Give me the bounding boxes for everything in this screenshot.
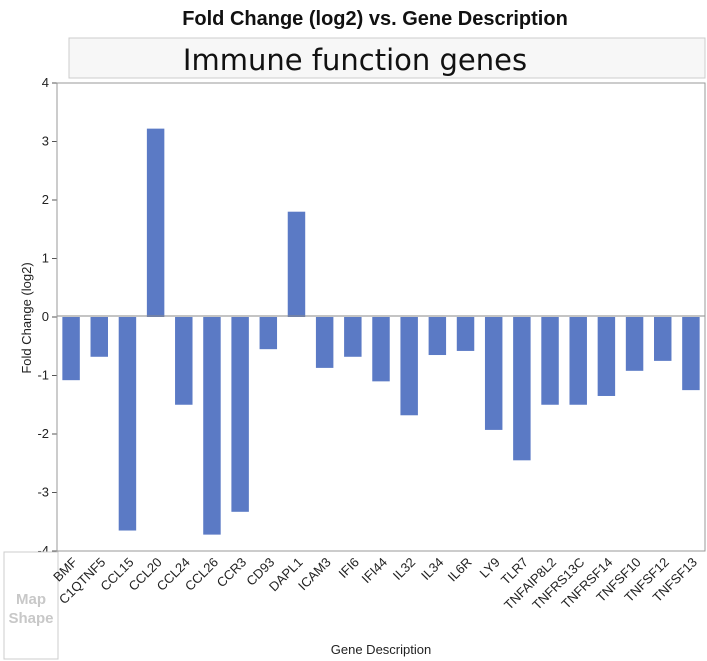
bar-ccl24 [175, 317, 193, 405]
bar-ccr3 [231, 317, 249, 512]
bar-tnfsf10 [625, 317, 644, 371]
bar-tnfrsf14 [597, 317, 616, 396]
bar-tnfsf13 [682, 317, 700, 391]
bar-ccl15 [118, 317, 137, 531]
x-tick-label: IL6R [445, 555, 475, 585]
y-tick-label: -1 [37, 368, 49, 383]
y-axis: 4 3 2 1 0 -1 -2 -3 -4 [37, 75, 57, 558]
chart-subtitle: Immune function genes [183, 43, 527, 77]
bar-ccl26 [203, 317, 221, 535]
y-tick-label: 0 [42, 309, 49, 324]
bar-tnfaip8l2 [541, 317, 559, 405]
y-axis-label: Fold Change (log2) [19, 262, 34, 373]
x-tick-label: IL32 [390, 555, 419, 584]
map-shape-label: Map Shape [8, 591, 53, 627]
bar-ccl20 [146, 128, 165, 317]
bar-cd93 [259, 317, 278, 350]
map-shape-panel [3, 551, 59, 660]
x-tick-label: IL34 [418, 555, 447, 584]
x-tick-labels: BMFC1QTNF5CCL15CCL20CCL24CCL26CCR3CD93DA… [50, 554, 700, 612]
bar-tnfrs13c [569, 317, 587, 405]
plot-frame [56, 82, 706, 552]
x-axis-label: Gene Description [331, 642, 431, 657]
bar-il34 [428, 317, 447, 356]
bar-ifi6 [344, 317, 362, 357]
chart-title: Fold Change (log2) vs. Gene Description [182, 8, 568, 30]
y-tick-label: 4 [42, 75, 49, 90]
x-tick-label: IFI6 [335, 555, 361, 581]
subtitle-panel [68, 37, 706, 79]
bars [62, 128, 700, 535]
bar-tnfsf12 [654, 317, 672, 361]
x-tick-label: CCR3 [214, 555, 250, 591]
bar-il6r [456, 317, 475, 351]
y-tick-label: 3 [42, 134, 49, 149]
y-tick-label: -3 [37, 485, 49, 500]
bar-icam3 [315, 317, 334, 368]
x-tick-label: IFI44 [359, 555, 391, 587]
bar-ly9 [484, 317, 503, 430]
x-tick-label: ICAM3 [295, 555, 334, 594]
bar-il32 [400, 317, 418, 416]
y-tick-label: 2 [42, 192, 49, 207]
bar-tlr7 [513, 317, 531, 461]
y-tick-label: -4 [37, 543, 49, 558]
bar-c1qtnf5 [90, 317, 108, 357]
bar-bmf [62, 317, 80, 381]
y-tick-label: 1 [42, 251, 49, 266]
bar-ifi44 [372, 317, 390, 382]
y-tick-label: -2 [37, 426, 49, 441]
bar-dapl1 [287, 211, 306, 317]
